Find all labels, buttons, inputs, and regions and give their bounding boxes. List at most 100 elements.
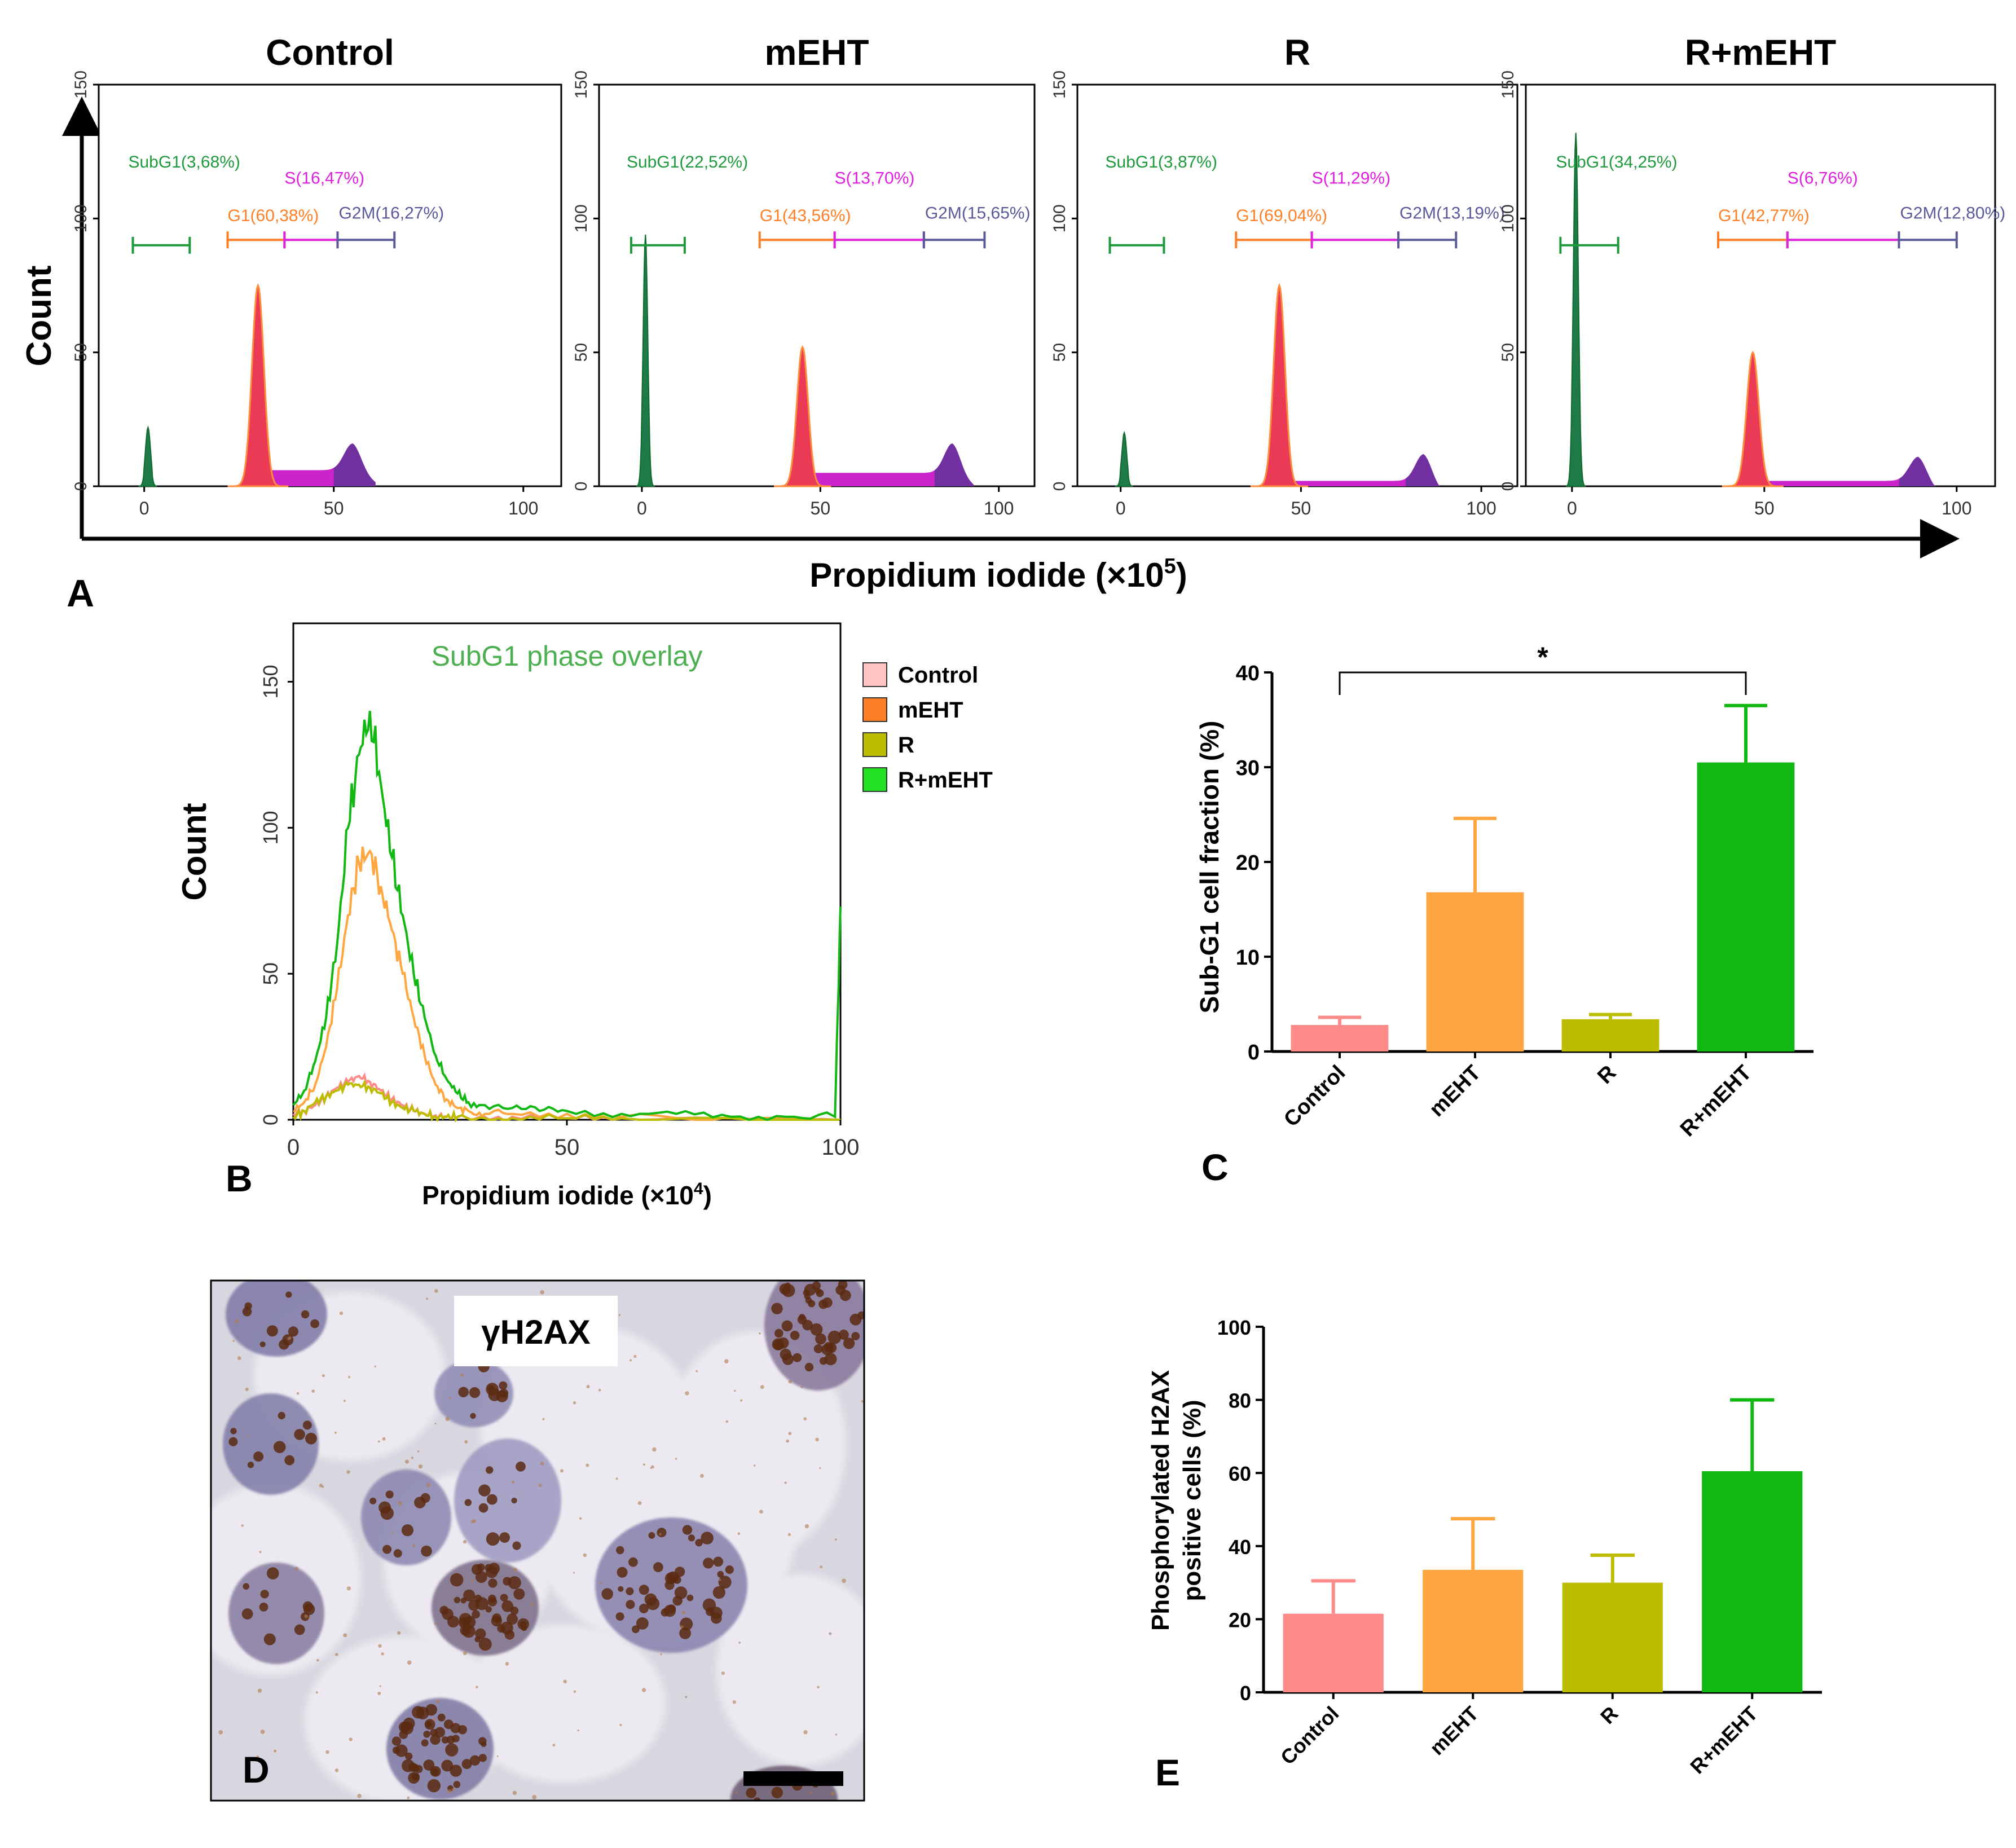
background-speck <box>447 1789 452 1794</box>
foci-dot <box>517 1618 529 1630</box>
foci-dot <box>510 1607 519 1615</box>
foci-dot <box>512 1541 521 1550</box>
g1-peak <box>1722 350 1784 487</box>
foci-dot <box>815 1333 826 1345</box>
background-speck <box>530 1603 534 1607</box>
background-speck <box>696 1529 698 1531</box>
bar <box>1283 1613 1384 1692</box>
foci-dot <box>499 1532 510 1543</box>
foci-dot <box>664 1580 675 1590</box>
x-tick-label: mEHT <box>1425 1702 1483 1760</box>
foci-dot <box>679 1627 691 1639</box>
g1-peak <box>1250 283 1309 487</box>
legend-swatch <box>862 662 887 687</box>
foci-dot <box>774 1328 783 1338</box>
background-speck <box>725 1420 729 1423</box>
foci-dot <box>474 1636 481 1643</box>
foci-dot <box>682 1525 693 1535</box>
background-speck <box>472 1519 476 1523</box>
panel-letter-c: C <box>1201 1146 1229 1188</box>
y-tick-label: 100 <box>72 204 90 232</box>
foci-dot <box>288 1326 298 1337</box>
foci-dot <box>458 1387 469 1398</box>
panel-a-xlabel: Propidium iodide (×105) <box>809 555 1187 594</box>
background-speck <box>577 1729 579 1732</box>
background-speck <box>583 1553 587 1557</box>
background-speck <box>274 1749 277 1753</box>
background-speck <box>397 1631 401 1635</box>
background-speck <box>685 1696 688 1699</box>
foci-dot <box>804 1362 814 1372</box>
y-tick-label: 0 <box>1248 1041 1260 1064</box>
histogram-1: Control 0 50 100 150 0 50 100 SubG1(3,68%) S(16,4… <box>72 32 562 518</box>
foci-dot <box>421 1739 429 1747</box>
foci-dot <box>369 1497 377 1504</box>
foci-dot <box>405 1752 413 1761</box>
panel-e-ylabel-line1: Phosphorylated H2AX <box>1147 1370 1174 1631</box>
background-speck <box>241 1524 244 1527</box>
foci-dot <box>675 1567 685 1577</box>
background-speck <box>737 1532 741 1535</box>
foci-dot <box>403 1717 415 1730</box>
background-speck <box>834 1538 837 1541</box>
foci-dot <box>485 1564 493 1572</box>
background-speck <box>433 1718 436 1722</box>
y-tick-label: 150 <box>72 71 90 99</box>
foci-dot <box>302 1601 313 1612</box>
foci-dot <box>688 1534 695 1542</box>
foci-dot <box>305 1432 317 1445</box>
panel-a: Count Propidium iodide (×105) A Control 0… <box>20 32 2005 615</box>
background-speck <box>787 1533 791 1536</box>
foci-dot <box>673 1576 681 1584</box>
background-speck <box>552 1744 556 1747</box>
background-speck <box>563 1679 567 1684</box>
foci-dot <box>427 1779 441 1793</box>
foci-dot <box>824 1353 837 1366</box>
background-speck <box>641 1688 646 1692</box>
foci-dot <box>273 1441 286 1453</box>
foci-dot <box>646 1597 660 1611</box>
s-label: S(6,76%) <box>1788 169 1858 188</box>
background-speck <box>505 1662 509 1666</box>
foci-dot <box>810 1323 823 1336</box>
foci-dot <box>712 1586 725 1599</box>
histogram-frame <box>1076 83 1518 487</box>
foci-dot <box>821 1344 833 1356</box>
background-speck <box>803 1417 807 1421</box>
panel-e: 0 20 40 60 80 100 Control mEHT R R+mEHT Phosphory… <box>1147 1316 1822 1793</box>
panel-letter-d: D <box>243 1749 270 1790</box>
g2m-peak <box>934 443 974 486</box>
foci-dot <box>648 1532 655 1539</box>
series-line <box>292 1079 841 1123</box>
legend-swatch <box>862 732 887 757</box>
foci-dot <box>813 1269 822 1278</box>
foci-dot <box>430 1766 441 1777</box>
foci-dot <box>472 1610 480 1619</box>
foci-dot <box>259 1341 266 1348</box>
x-tick-label: 100 <box>1942 498 1971 518</box>
background-speck <box>788 1432 792 1436</box>
y-tick-label: 50 <box>572 343 591 362</box>
y-tick-label: 100 <box>259 811 282 844</box>
background-speck <box>381 1652 384 1656</box>
foci-dot <box>263 1633 276 1645</box>
foci-dot <box>780 1348 791 1361</box>
background-speck <box>476 1686 478 1688</box>
foci-dot <box>657 1528 667 1538</box>
foci-dot <box>616 1546 624 1555</box>
x-tick-label: 100 <box>1466 498 1496 518</box>
foci-dot <box>443 1719 454 1730</box>
background-speck <box>398 1501 403 1506</box>
cell-nucleus <box>223 1393 319 1495</box>
background-speck <box>434 1423 437 1425</box>
foci-dot <box>469 1387 481 1398</box>
y-tick-label: 100 <box>572 204 591 232</box>
bar <box>1702 1471 1803 1692</box>
background-speck <box>232 1340 235 1342</box>
y-tick-label: 0 <box>1499 482 1517 491</box>
foci-dot <box>416 1706 429 1720</box>
foci-dot <box>615 1612 624 1621</box>
panel-a-histograms: Control 0 50 100 150 0 50 100 SubG1(3,68%) S(16,4… <box>72 32 2005 518</box>
foci-dot <box>402 1759 415 1772</box>
background-speck <box>819 1467 821 1469</box>
